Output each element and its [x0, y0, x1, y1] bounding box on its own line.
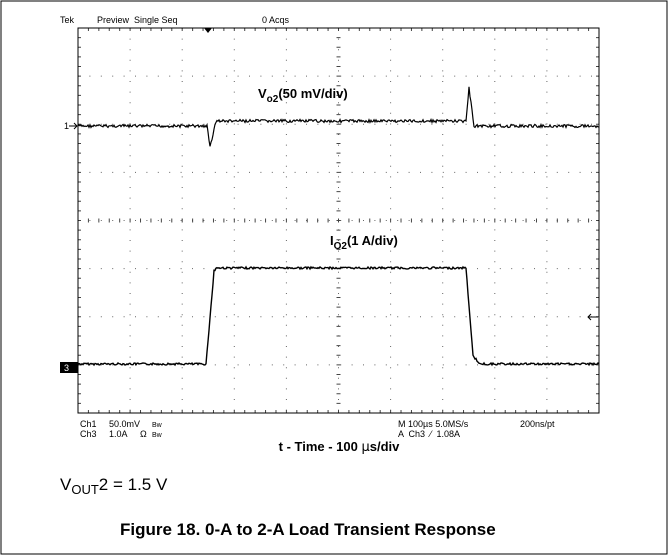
brand: Tek	[60, 15, 75, 25]
vo2-sub: o2	[267, 94, 279, 105]
vo2-label: Vo2(50 mV/div)	[258, 86, 348, 105]
io2-rest: (1 A/div)	[347, 233, 398, 248]
timebase: M 100µs 5.0MS/s	[398, 419, 469, 429]
trigger-level-arrow	[587, 313, 598, 321]
traces	[77, 86, 600, 367]
ch3-marker: 3	[64, 363, 69, 373]
vout-note: VOUT2 = 1.5 V	[60, 475, 168, 497]
mode: Preview Single Seq	[97, 15, 178, 25]
vo2-trace	[77, 86, 600, 147]
axis-rest: s/div	[370, 439, 400, 454]
io2-main: I	[330, 233, 334, 248]
axis-label: t - Time - 100 µs/div	[279, 439, 401, 455]
axis-mu: µ	[361, 440, 369, 455]
ch1-arrow	[69, 122, 78, 130]
ch3-marker-box	[60, 362, 78, 373]
ch1-marker: 1	[64, 121, 69, 131]
axis-main: t - Time - 100	[279, 439, 362, 454]
io2-label: IO2(1 A/div)	[330, 233, 398, 252]
trigger: A Ch3 ⁄ 1.08A	[398, 429, 460, 439]
caption: Figure 18. 0-A to 2-A Load Transient Res…	[120, 520, 496, 539]
ch1-bw: Bw	[152, 422, 163, 429]
resolution: 200ns/pt	[520, 419, 555, 429]
vo2-rest: (50 mV/div)	[278, 86, 347, 101]
io2-trace	[77, 265, 600, 367]
ch3-name: Ch3	[80, 429, 97, 439]
graticule-border	[77, 27, 600, 414]
io2-sub: O2	[334, 241, 348, 252]
note-sub: OUT	[71, 482, 99, 497]
ch3-ohm: Ω	[140, 429, 147, 439]
ch3-scale: 1.0A	[109, 429, 128, 439]
ch3-bw: Bw	[152, 432, 163, 439]
ch1-name: Ch1	[80, 419, 97, 429]
trigger-position	[204, 28, 212, 33]
vo2-main: V	[258, 86, 267, 101]
note-main: V	[60, 475, 72, 494]
note-rest: 2 = 1.5 V	[99, 475, 168, 494]
ch1-scale: 50.0mV	[109, 419, 140, 429]
acqs: 0 Acqs	[262, 15, 290, 25]
